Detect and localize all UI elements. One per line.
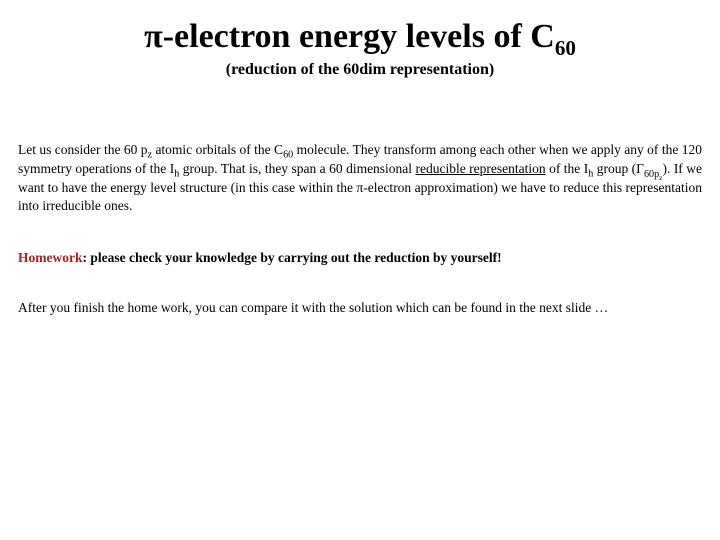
homework-text: : please check your knowledge by carryin… [83,250,502,265]
slide-subtitle: (reduction of the 60dim representation) [0,61,720,79]
homework-line: Homework: please check your knowledge by… [0,250,720,266]
closing-paragraph: After you finish the home work, you can … [0,300,720,316]
slide-title: π-electron energy levels of C60 [0,18,720,55]
homework-label: Homework [18,250,83,265]
body-paragraph: Let us consider the 60 pz atomic orbital… [0,141,720,216]
